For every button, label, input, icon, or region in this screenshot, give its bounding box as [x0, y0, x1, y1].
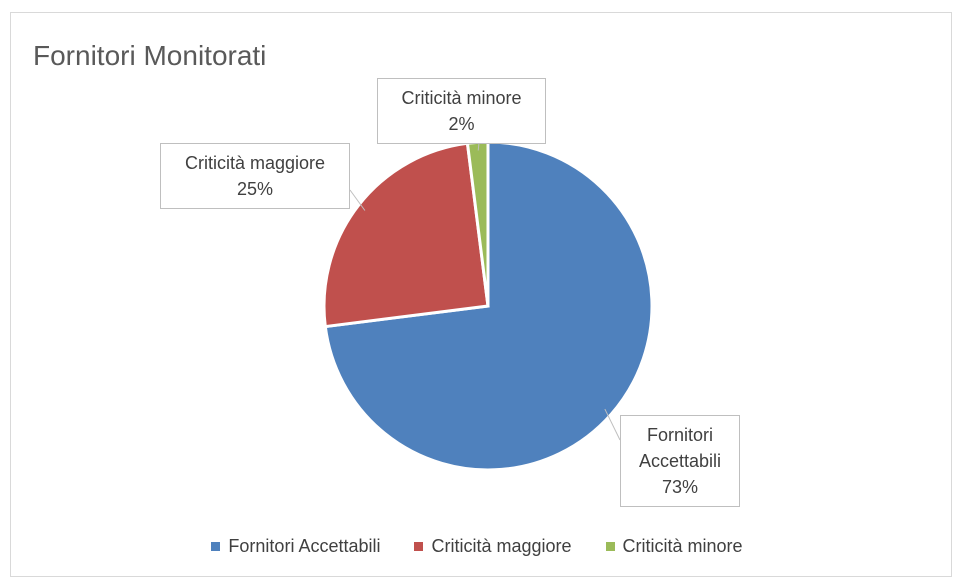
chart-frame — [10, 12, 952, 577]
legend-item: Fornitori Accettabili — [211, 536, 380, 557]
data-label-value: 25% — [236, 179, 274, 199]
data-label: Criticità maggiore 25% — [160, 143, 350, 209]
pie-slice — [322, 141, 490, 329]
data-label-value: 2% — [448, 114, 475, 134]
legend: Fornitori Accettabili Criticità maggiore C… — [0, 536, 954, 557]
legend-label: Fornitori Accettabili — [228, 536, 381, 556]
callout-leader — [604, 408, 621, 441]
chart-title: Fornitori Monitorati — [33, 40, 267, 71]
legend-item: Criticità maggiore — [414, 536, 572, 557]
legend-swatch — [605, 542, 615, 551]
data-label-value: 73% — [661, 477, 699, 497]
legend-item: Criticità minore — [605, 536, 743, 557]
data-label-category: Criticità maggiore — [184, 153, 326, 173]
data-label: Criticità minore 2% — [377, 78, 546, 144]
data-label-category: Fornitori Accettabili — [638, 425, 722, 471]
legend-swatch — [211, 542, 221, 551]
legend-swatch — [414, 542, 424, 551]
data-label: Fornitori Accettabili 73% — [620, 415, 740, 507]
callout-leader — [349, 189, 366, 211]
legend-label: Criticità minore — [622, 536, 743, 556]
legend-label: Criticità maggiore — [431, 536, 572, 556]
data-label-category: Criticità minore — [401, 88, 522, 108]
